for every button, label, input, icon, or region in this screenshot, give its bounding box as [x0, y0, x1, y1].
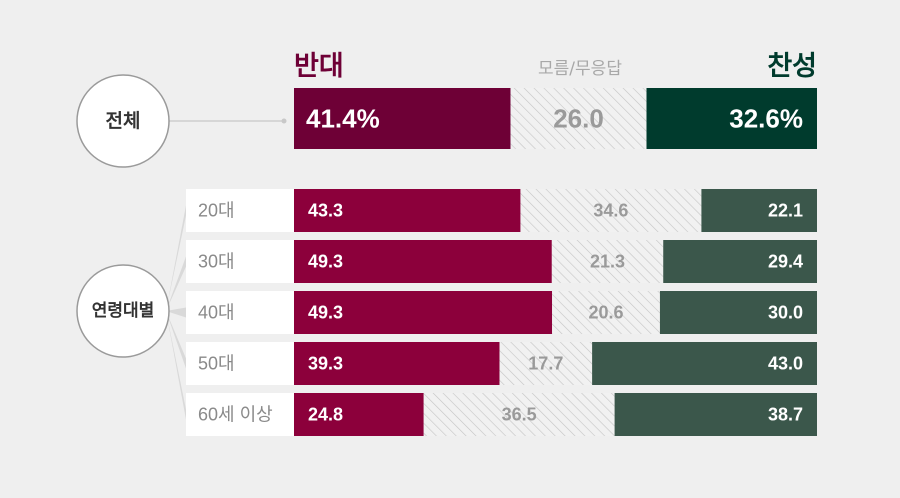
age-bar-oppose	[294, 240, 552, 283]
age-bar-support	[614, 393, 817, 436]
age-bar-label-undecided: 34.6	[593, 201, 628, 221]
age-bar-label-oppose: 43.3	[308, 201, 343, 221]
age-bar-label-oppose: 49.3	[308, 303, 343, 323]
age-bar-label-support: 30.0	[768, 303, 803, 323]
legend-support: 찬성	[767, 51, 817, 82]
total-group-circle	[76, 74, 170, 168]
age-bar-label-oppose: 49.3	[308, 252, 343, 272]
age-bar-undecided	[499, 342, 593, 385]
age-bar-undecided	[423, 393, 615, 436]
age-category-label: 60세 이상	[198, 405, 273, 425]
total-bar-support	[646, 88, 817, 149]
age-bar-label-oppose: 24.8	[308, 405, 343, 425]
age-connector	[166, 311, 186, 420]
age-bar-oppose	[294, 291, 553, 334]
age-category-box	[186, 240, 294, 283]
age-bar-label-undecided: 20.6	[588, 303, 623, 323]
age-bar-label-undecided: 36.5	[502, 405, 537, 425]
legend-oppose: 반대	[294, 51, 344, 82]
age-bar-support	[701, 189, 817, 232]
age-connector	[166, 256, 186, 311]
age-bar-label-oppose: 39.3	[308, 354, 343, 374]
total-connector-dot	[281, 118, 287, 124]
age-bar-label-undecided: 21.3	[590, 252, 625, 272]
legend-undecided: 모름/무응답	[538, 59, 622, 79]
age-bar-oppose	[294, 189, 521, 232]
age-bar-support	[592, 342, 817, 385]
age-bar-label-support: 43.0	[768, 354, 803, 374]
age-category-label: 50대	[198, 354, 235, 374]
age-bar-label-undecided: 17.7	[528, 354, 563, 374]
age-bar-undecided	[552, 291, 660, 334]
age-bars: 20대 43.3 34.6 22.1 30대 49.3 21.3 29.4 40대 49.3 20.…	[186, 189, 817, 436]
age-category-box	[186, 291, 294, 334]
age-connector	[166, 307, 186, 318]
total-bar: 41.4% 26.0 32.6%	[294, 88, 817, 149]
age-connector	[166, 205, 186, 311]
age-connector	[166, 311, 186, 369]
total-label-oppose: 41.4%	[306, 104, 380, 134]
age-bar-label-support: 22.1	[768, 201, 803, 221]
age-bar-oppose	[294, 342, 500, 385]
age-category-box	[186, 342, 294, 385]
age-bar-label-support: 29.4	[768, 252, 803, 272]
total-label-support: 32.6%	[729, 104, 803, 134]
age-category-label: 30대	[198, 252, 235, 272]
age-bar-support	[663, 240, 817, 283]
total-label-undecided: 26.0	[553, 104, 604, 134]
age-bar-support	[659, 291, 817, 334]
age-category-label: 40대	[198, 303, 235, 323]
age-bar-undecided	[520, 189, 702, 232]
age-group-circle	[76, 264, 170, 358]
total-bar-undecided	[510, 88, 647, 149]
connector-lines	[166, 118, 287, 420]
age-group-label: 연령대별	[92, 300, 155, 321]
age-bar-label-support: 38.7	[768, 405, 803, 425]
total-group-label: 전체	[106, 110, 141, 132]
total-bar-oppose	[294, 88, 511, 149]
age-bar-undecided	[551, 240, 664, 283]
age-category-box	[186, 393, 294, 436]
age-category-box	[186, 189, 294, 232]
age-category-label: 20대	[198, 201, 235, 221]
age-bar-oppose	[294, 393, 424, 436]
